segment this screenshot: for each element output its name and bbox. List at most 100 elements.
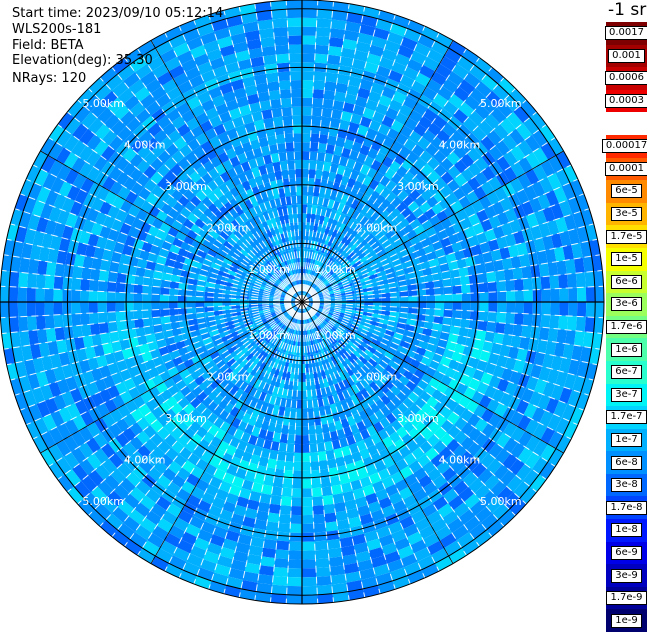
range-gate-cell [62,302,71,315]
colorbar-level: 1.7e-8 [606,496,647,519]
range-gate-cell [302,71,314,80]
colorbar-level: 1.7e-7 [606,406,647,429]
colorbar-level: 3e-5 [606,203,647,226]
range-gate-cell [283,116,293,126]
range-gate-cell [9,317,19,333]
range-gate-cell [282,488,293,498]
colorbar-tick-label: 0.0017 [605,26,647,40]
range-gate-cell [302,27,316,36]
range-gate-cell [550,289,559,302]
range-gate-cell [142,285,151,294]
colorbar-tick-label: 0.0003 [605,94,647,108]
colorbar-level: 0.001 [606,45,647,68]
range-gate-cell [266,72,279,82]
range-gate-cell [523,278,533,291]
range-gate-cell [452,310,461,319]
range-ring-label: 3.00km [397,412,439,425]
range-gate-cell [302,44,315,53]
range-gate-cell [462,293,471,302]
colorbar-level: 1e-7 [606,429,647,452]
range-gate-cell [259,565,274,576]
range-gate-cell [317,9,333,19]
range-gate-cell [496,281,506,292]
range-gate-cell [302,36,316,45]
range-gate-cell [541,315,551,328]
range-gate-cell [486,321,496,332]
range-gate-cell [36,315,46,329]
range-gate-cell [187,302,196,308]
range-gate-cell [44,302,53,315]
colorbar-level: 1.7e-9 [606,587,647,610]
range-gate-cell [259,28,274,39]
range-gate-cell [506,302,515,313]
range-gate-cell [319,134,329,144]
range-gate-cell [99,322,109,334]
range-gate-cell [55,327,65,341]
range-gate-cell [9,271,19,287]
range-gate-cell [169,302,178,309]
range-gate-cell [313,514,325,524]
range-gate-cell [296,187,302,196]
range-gate-cell [283,479,293,489]
range-gate-cell [408,290,417,296]
range-gate-cell [44,289,53,302]
range-gate-cell [302,577,317,586]
range-gate-cell [302,169,309,178]
range-gate-cell [479,311,489,321]
range-gate-cell [36,274,46,288]
range-gate-cell [497,291,506,302]
range-gate-cell [506,291,515,302]
colorbar-level: 3e-6 [606,293,647,316]
range-gate-cell [310,452,319,461]
range-gate-cell [302,559,316,568]
range-gate-cell [327,539,341,549]
range-gate-cell [315,558,329,568]
range-gate-cell [55,263,65,277]
range-gate-cell [316,27,331,37]
range-gate-cell [302,506,313,515]
colorbar-tick-label: 1e-6 [611,343,642,357]
range-gate-cell [143,318,153,327]
range-gate-cell [80,313,90,325]
range-gate-cell [435,295,444,302]
range-gate-cell [313,80,325,90]
range-gate-cell [99,270,109,282]
colorbar-level: 3e-7 [606,384,647,407]
range-gate-cell [541,276,551,289]
range-gate-cell [302,497,313,506]
range-gate-cell [115,302,124,312]
range-gate-cell [585,271,595,287]
range-gate-cell [287,586,302,595]
range-gate-cell [567,273,577,288]
range-gate-cell [504,269,514,281]
range-gate-cell [514,279,524,291]
colorbar-level: 0.0017 [606,22,647,45]
range-gate-cell [479,292,488,302]
range-gate-cell [556,260,567,275]
range-gate-cell [281,496,292,506]
range-gate-cell [453,302,462,310]
range-gate-cell [302,550,315,559]
range-gate-cell [576,316,586,331]
range-gate-cell [187,308,196,314]
range-gate-cell [426,302,435,309]
range-ring-label: 5.00km [480,495,522,508]
range-gate-cell [324,513,336,523]
range-gate-cell [134,276,144,286]
range-gate-cell [291,506,302,515]
range-gate-cell [595,302,604,318]
range-gate-cell [302,479,312,488]
range-gate-cell [460,319,470,329]
range-gate-cell [302,107,312,116]
range-gate-cell [187,296,196,302]
range-gate-cell [89,313,99,325]
range-gate-cell [133,310,143,319]
colorbar-tick-label: 3e-9 [611,569,642,583]
range-gate-cell [577,302,586,317]
range-gate-cell [310,461,319,471]
range-gate-cell [541,289,550,302]
range-gate-cell [80,290,89,302]
range-gate-cell [488,282,498,293]
range-gate-cell [549,275,559,289]
range-ring-label: 2.00km [356,370,398,383]
